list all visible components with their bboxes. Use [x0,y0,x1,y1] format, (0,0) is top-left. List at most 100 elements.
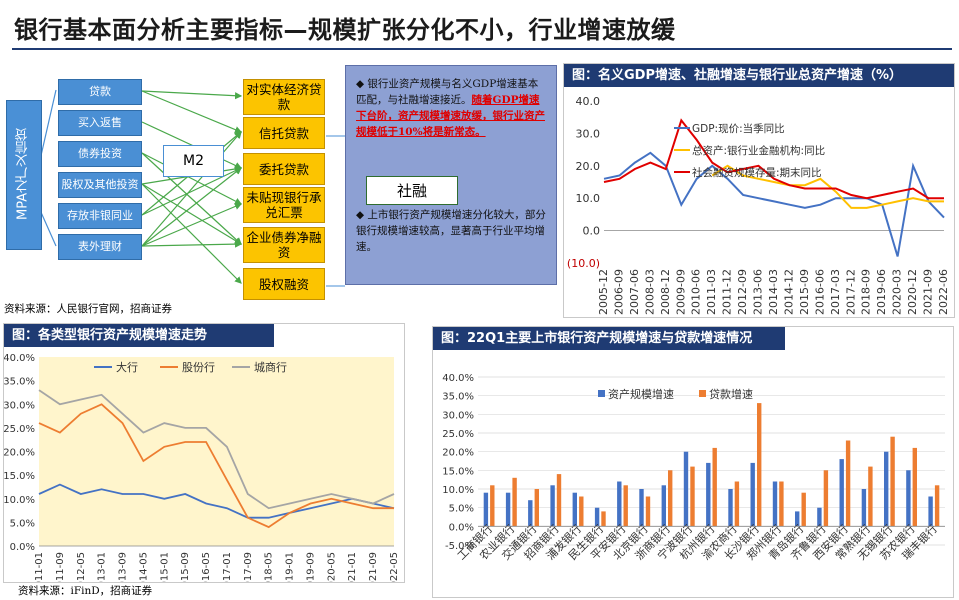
x-tick-label: 2011-03 [705,269,718,315]
bullet-2: ◆ 上市银行资产规模增速分化较大，部分银行规模增速较高，显著高于行业平均增速。 [356,209,546,253]
shehui-box: 社融 [366,176,458,205]
x-tick-label: 2006-09 [612,269,625,315]
series-line-0 [38,483,395,519]
source-box-0: 贷款 [58,79,142,105]
bar-0 [661,485,666,527]
bar-1 [734,481,740,527]
source-box-4: 存放非银同业 [58,203,142,229]
x-tick-label: 2021-01 [347,552,358,582]
mpa-label: MPA之广义信贷 [15,127,31,221]
series-line-0 [603,151,945,257]
mpa-connector-bottom [39,209,57,247]
destination-box-1: 信托贷款 [243,117,325,149]
bar-0 [706,462,711,527]
bar-0 [617,481,622,527]
x-tick-label: 2017-12 [844,269,857,315]
bar-0 [884,451,889,527]
chart2-title: 图：各类型银行资产规模增速走势 [4,324,274,347]
y-tick-label: 15.0% [4,471,35,482]
chart2-frame: 图：各类型银行资产规模增速走势 0.0% 5.0% 10.0% 15.0% 20.0% 2… [3,323,405,594]
legend-label-2: 社会融资规模存量:期末同比 [692,166,822,179]
flow-arrow-6 [141,167,243,216]
y-tick-label: 35.0% [442,392,474,403]
panel-connectors [326,135,345,287]
bar-0 [839,459,844,527]
bar-0 [572,492,577,527]
bar-1 [912,447,917,527]
x-tick-label: 2020-12 [906,269,919,315]
x-tick-label: 2008-12 [659,269,672,315]
bar-1 [890,436,895,527]
bar-1 [534,489,539,527]
destination-box-2: 委托贷款 [243,153,325,185]
x-tick-label: 2009-09 [674,269,687,315]
y-tick-label: 30.0% [442,410,474,421]
legend-swatch-1 [699,390,706,397]
flow-arrow-9 [141,203,243,247]
y-tick-label: 25.0% [4,424,35,435]
mpa-connector-top [39,89,57,161]
x-tick-label: 2022-06 [937,269,950,315]
m2-box: M2 [163,145,224,177]
y-tick-label: 0.0% [449,522,474,533]
y-tick-label: (10.0) [567,257,600,270]
chart3-frame: 图：22Q1主要上市银行资产规模增速与贷款增速情况 -5.0% 0.0% 5.0% 1… [432,326,954,598]
bar-0 [861,489,867,527]
legend-label-0: GDP:现价:当季同比 [692,122,785,135]
bar-1 [601,511,606,527]
bar-0 [528,500,533,527]
x-tick-label: 2015-09 [798,269,811,315]
x-tick-label: 2012-05 [76,552,87,582]
bar-0 [483,492,489,527]
y-tick-label: 20.0% [442,448,474,459]
x-tick-label: 2014-12 [782,269,795,315]
x-tick-label: 2021-09 [922,269,935,315]
x-tick-label: 2016-05 [201,552,212,582]
y-tick-label: 5.0% [10,518,35,529]
bullet-2-text: 上市银行资产规模增速分化较大，部分银行规模增速较高，显著高于行业平均增速。 [356,209,546,253]
bar-0 [728,489,733,527]
y-tick-label: 10.0% [4,495,35,506]
y-tick-label: -5.0% [445,541,474,552]
bar-0 [906,470,911,527]
bullet-1-text: 银行业资产规模与名义GDP增速基本匹配，与社融增速接近。 [356,78,539,106]
chart3-title: 图：22Q1主要上市银行资产规模增速与贷款增速情况 [433,327,785,350]
mpa-box [6,100,42,250]
chart2-svg: 0.0% 5.0% 10.0% 15.0% 20.0% 25.0% 30.0% 35.0% 40… [3,353,400,594]
plot-area [39,357,394,546]
bar-1 [512,477,517,527]
y-tick-label: 0.0% [10,542,35,553]
series-line-2 [603,118,944,200]
bar-0 [817,507,822,527]
x-tick-label: 2022-05 [389,552,400,582]
x-tick-label: 2020-03 [891,269,904,315]
flow-arrow-10 [141,240,243,248]
x-tick-label: 2014-05 [138,552,149,582]
source-box-2: 债券投资 [58,141,142,167]
bar-1 [801,492,806,527]
y-tick-label: 0.0 [583,225,601,238]
legend-label-0: 资产规模增速 [608,387,674,401]
x-tick-label: 2011-12 [721,269,734,315]
source-note-2: 资料来源：iFinD，招商证券 [18,585,153,597]
x-tick-label: 2012-09 [736,269,749,315]
x-tick-label: 2017-09 [243,552,254,582]
bar-1 [712,447,717,527]
destination-box-4: 企业债券净融资 [243,227,325,263]
y-tick-label: 40.0% [442,373,474,384]
flow-arrow-0 [141,90,243,100]
bar-1 [934,485,940,527]
x-tick-label: 2007-06 [628,269,641,315]
destination-box-0: 对实体经济贷款 [243,79,325,115]
destination-box-3: 未贴现银行承兑汇票 [243,187,325,223]
bar-0 [639,489,644,527]
page-title: 银行基本面分析主要指标—规模扩张分化不小，行业增速放缓 [14,16,676,44]
flow-arrow-1 [141,90,243,134]
bullet-1-emphasis: 随着GDP增速下台阶，资产规模增速放缓，银行业资产规模低于10%将是新常态。 [356,94,545,138]
text-panel: ◆ 银行业资产规模与名义GDP增速基本匹配，与社融增速接近。随着GDP增速下台阶… [345,65,557,285]
x-tick-label: 2015-09 [180,552,191,582]
bar-0 [683,451,689,527]
x-tick-label: 2017-03 [829,269,842,315]
y-tick-label: 40.0% [4,353,35,364]
bar-0 [928,496,933,527]
